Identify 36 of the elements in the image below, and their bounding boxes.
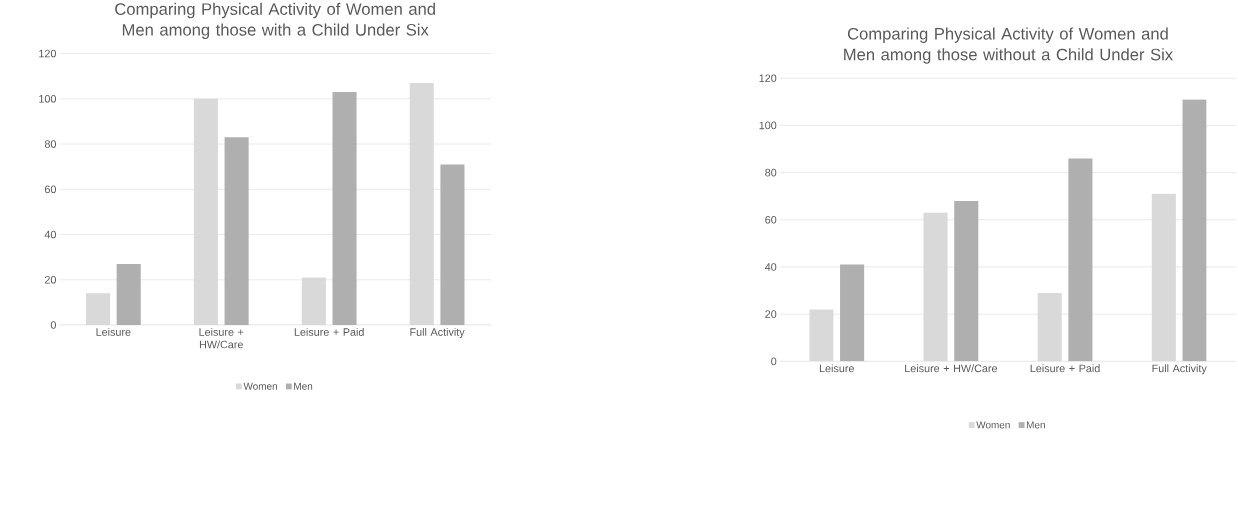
bar	[954, 200, 979, 362]
bar	[1068, 158, 1093, 362]
y-tick-label: 60	[44, 185, 57, 194]
y-tick-label: 0	[771, 357, 777, 366]
legend-label: Men	[1026, 421, 1045, 429]
y-tick-label: 100	[759, 121, 777, 130]
legend-label: Women	[243, 382, 277, 390]
x-tick-label: Leisure + Paid	[294, 327, 364, 336]
x-tick-label: Leisure	[819, 364, 854, 373]
x-tick-label: Leisure + HW/Care	[199, 327, 244, 349]
y-tick-label: 120	[39, 49, 57, 58]
y-tick-label: 40	[764, 263, 777, 271]
y-tick-label: 80	[765, 168, 777, 177]
bar	[1182, 99, 1207, 362]
y-tick-label: 60	[765, 215, 777, 224]
chart-title: Comparing Physical Activity of Women and Men among those with a Child Under Six	[115, 2, 435, 39]
x-tick-label: Leisure + HW/Care	[905, 364, 998, 373]
y-tick-label: 40	[44, 230, 57, 239]
y-tick-label: 20	[44, 275, 57, 284]
x-tick-label: Full Activity	[410, 327, 465, 338]
y-tick-label: 80	[44, 140, 57, 148]
y-tick-label: 20	[765, 310, 777, 318]
y-tick-label: 0	[50, 321, 57, 329]
chart-title: Comparing Physical Activity of Women and Men among those without a Child Under Six	[844, 27, 1173, 64]
bar	[840, 264, 865, 362]
legend-label: Women	[976, 421, 1010, 429]
bar	[116, 263, 141, 325]
legend-label: Men	[294, 382, 313, 390]
y-tick-label: 100	[39, 94, 57, 103]
bar	[332, 91, 357, 325]
x-tick-label: Leisure + Paid	[1030, 364, 1100, 373]
bar	[224, 137, 249, 325]
y-tick-label: 120	[759, 74, 777, 82]
x-tick-label: Full Activity	[1152, 364, 1207, 375]
bar	[440, 164, 465, 325]
x-tick-label: Leisure	[96, 327, 131, 336]
